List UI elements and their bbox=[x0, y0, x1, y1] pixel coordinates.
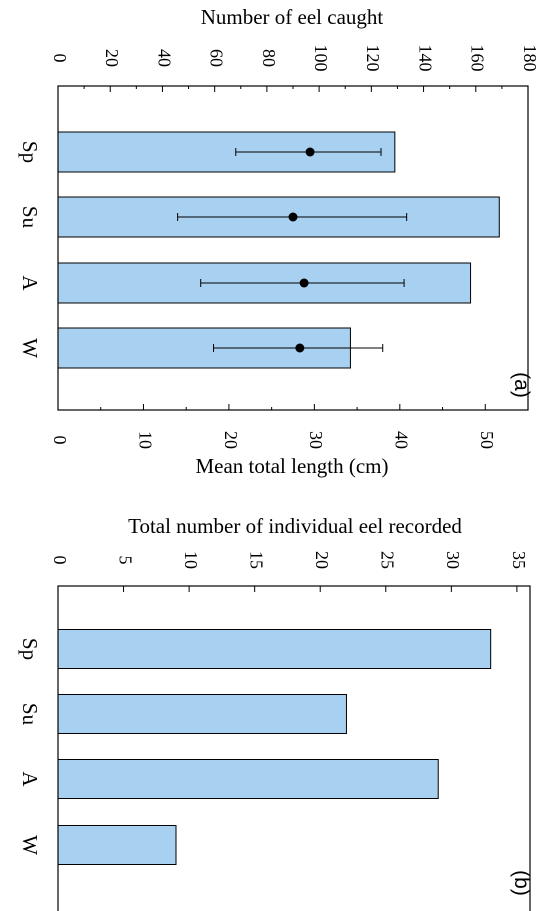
panel-b-category-label: W bbox=[18, 835, 42, 855]
panel-a-frame bbox=[57, 85, 529, 411]
panel-b-top-tick-label: 5 bbox=[115, 556, 135, 565]
panel-a-top-tick-label: 20 bbox=[102, 49, 122, 67]
panel-b-top-ticks: 0 5 10 15 20 25 30 35 bbox=[50, 551, 529, 592]
panel-a-bottom-tick-label: 10 bbox=[135, 431, 155, 449]
panel-b-bars bbox=[57, 629, 492, 865]
panel-b: Total number of individual eel recorded … bbox=[18, 514, 533, 911]
panel-a-category-label: Sp bbox=[18, 141, 42, 163]
panel-a-bottom-tick-label: 50 bbox=[477, 431, 497, 449]
panel-b-category-label: Sp bbox=[18, 638, 42, 660]
panel-a-top-tick-label: 40 bbox=[154, 49, 174, 67]
panel-a: Number of eel caught Mean total length (… bbox=[18, 5, 540, 478]
panel-a-bottom-tick-label: 40 bbox=[392, 431, 412, 449]
panel-a-top-tick-label: 140 bbox=[415, 45, 435, 72]
panel-b-category-labels: Sp Su A W bbox=[18, 638, 42, 855]
panel-a-top-axis-title: Number of eel caught bbox=[201, 5, 384, 29]
panel-a-bars bbox=[57, 131, 500, 369]
panel-a-top-tick-label: 0 bbox=[50, 54, 70, 63]
panel-a-category-label: W bbox=[18, 338, 42, 358]
panel-b-label: (b) bbox=[510, 870, 533, 896]
panel-a-top-tick-label: 60 bbox=[207, 49, 227, 67]
panel-a-top-tick-label: 100 bbox=[311, 45, 331, 72]
panel-a-category-label: Su bbox=[18, 206, 42, 229]
panel-a-error-bars bbox=[177, 147, 408, 353]
panel-a-bottom-tick-label: 30 bbox=[306, 431, 326, 449]
panel-a-bottom-tick-label: 20 bbox=[221, 431, 241, 449]
panel-b-bar bbox=[57, 629, 492, 669]
panel-b-top-tick-label: 30 bbox=[443, 551, 463, 569]
panel-a-top-tick-label: 80 bbox=[259, 49, 279, 67]
panel-b-frame bbox=[57, 585, 531, 911]
panel-b-top-tick-label: 20 bbox=[312, 551, 332, 569]
panel-b-top-tick-label: 10 bbox=[181, 551, 201, 569]
panel-a-mean-point bbox=[299, 278, 309, 288]
panel-a-top-ticks: 0 20 40 60 80 100 120 140 160 180 bbox=[50, 45, 540, 92]
panel-b-top-tick-label: 0 bbox=[50, 556, 70, 565]
panel-a-top-tick-label: 180 bbox=[520, 45, 540, 72]
panel-b-top-tick-label: 25 bbox=[378, 551, 398, 569]
panel-a-category-label: A bbox=[18, 275, 42, 291]
panel-b-top-tick-label: 15 bbox=[247, 551, 267, 569]
panel-a-bottom-tick-label: 0 bbox=[50, 436, 70, 445]
panel-a-mean-point bbox=[295, 343, 305, 353]
panel-a-category-labels: Sp Su A W bbox=[18, 141, 42, 358]
panel-a-top-tick-label: 160 bbox=[468, 45, 488, 72]
panel-b-bar bbox=[57, 759, 439, 799]
panel-b-top-axis-title: Total number of individual eel recorded bbox=[128, 514, 462, 538]
panel-a-bottom-ticks: 0 10 20 30 40 50 bbox=[50, 404, 497, 449]
panel-a-top-tick-label: 120 bbox=[363, 45, 383, 72]
panel-a-mean-point bbox=[305, 147, 315, 157]
panel-b-bar bbox=[57, 694, 347, 734]
panel-b-bar bbox=[57, 825, 177, 865]
panel-b-category-label: A bbox=[18, 771, 42, 787]
panel-b-category-label: Su bbox=[18, 703, 42, 726]
panel-a-label: (a) bbox=[510, 372, 533, 398]
panel-a-mean-point bbox=[288, 212, 298, 222]
panel-b-top-tick-label: 35 bbox=[509, 551, 529, 569]
panel-a-bottom-axis-title: Mean total length (cm) bbox=[195, 454, 388, 478]
